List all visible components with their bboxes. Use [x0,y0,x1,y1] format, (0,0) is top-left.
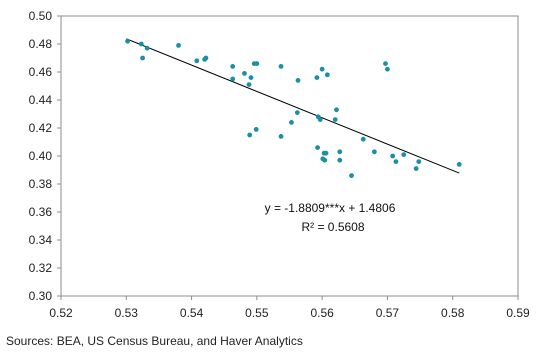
y-tick-label: 0.36 [29,205,53,219]
data-point [253,126,259,132]
data-point [401,152,407,158]
trendline [126,38,460,174]
data-point [360,136,366,142]
data-point [140,55,146,61]
y-tick-label: 0.42 [29,121,53,135]
y-tick-label: 0.44 [29,93,53,107]
data-point [385,66,390,72]
data-point [230,64,236,69]
y-tick-label: 0.34 [29,233,53,247]
data-point [332,117,338,122]
data-point [393,159,399,165]
x-tick-label: 0.56 [310,306,334,320]
data-point [125,38,130,44]
data-point [323,150,329,156]
data-point [334,107,339,113]
data-point [314,75,320,80]
data-point [319,66,325,72]
x-tick-label: 0.53 [115,306,139,320]
data-point [278,64,284,69]
x-tick-label: 0.55 [245,306,269,320]
data-point [337,149,343,155]
y-axis-ticks: 0.50 0.48 0.46 0.44 0.42 0.40 0.38 0.36 0.34 0.32… [29,9,61,303]
data-point [230,76,236,82]
y-tick-label: 0.50 [29,9,53,23]
x-tick-label: 0.54 [180,306,204,320]
data-point [413,166,419,172]
data-point [416,159,422,165]
y-tick-label: 0.48 [29,37,53,51]
data-point [317,117,323,122]
y-tick-label: 0.46 [29,65,53,79]
axes [60,15,519,297]
data-points [125,38,462,179]
data-point [456,162,462,167]
data-point [294,110,300,115]
data-point [138,41,144,47]
data-point [349,173,354,179]
plot-area-border [60,15,519,297]
data-point [337,157,343,163]
y-tick-label: 0.38 [29,177,53,191]
data-point [246,82,252,87]
data-point [295,78,301,83]
x-axis-ticks: 0.52 0.53 0.54 0.55 0.56 0.57 0.58 0.59 [49,296,530,320]
r-squared: R² = 0.5608 [301,220,364,234]
data-point [144,45,150,51]
x-tick-label: 0.52 [49,306,73,320]
data-point [322,157,328,163]
data-point [383,61,388,66]
data-point [278,134,284,139]
y-tick-label: 0.30 [29,289,53,303]
data-point [203,55,209,61]
trend-equation: y = -1.8809***x + 1.4806 [265,201,396,215]
data-point [247,132,253,138]
x-tick-label: 0.58 [441,306,465,320]
source-note: Sources: BEA, US Census Bureau, and Have… [6,334,303,348]
x-tick-label: 0.57 [376,306,400,320]
data-point [176,43,181,48]
data-point [390,153,396,159]
data-point [315,145,320,151]
data-point [248,75,254,80]
data-point [254,61,260,66]
data-point [324,72,330,78]
data-point [242,71,247,76]
data-point [371,149,377,155]
data-point [289,120,294,125]
scatter-chart: 0.50 0.48 0.46 0.44 0.42 0.40 0.38 0.36 0.34 0.32… [29,9,530,320]
y-tick-label: 0.40 [29,149,53,163]
trendline-group [126,38,460,174]
x-tick-label: 0.59 [506,306,530,320]
data-point [194,58,200,64]
y-tick-label: 0.32 [29,261,53,275]
